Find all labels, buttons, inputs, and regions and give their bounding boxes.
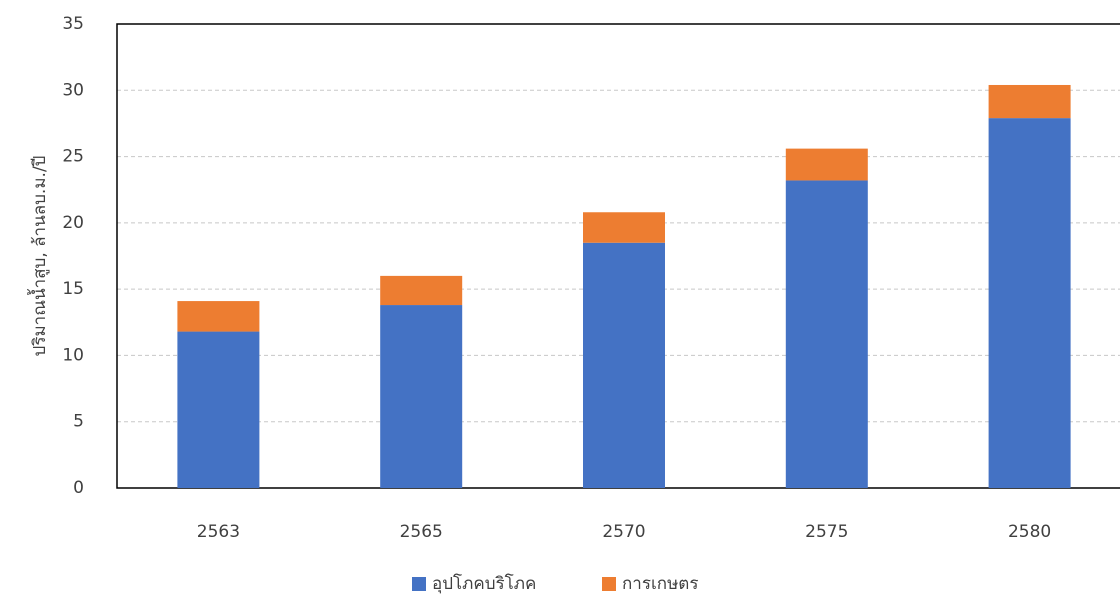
y-tick-label: 20 <box>62 213 84 233</box>
y-tick-label: 25 <box>62 147 84 167</box>
bar-segment <box>380 275 463 306</box>
x-tick-label: 2565 <box>400 522 443 542</box>
legend-swatch <box>412 577 426 591</box>
x-tick-label: 2575 <box>805 522 848 542</box>
x-tick-label: 2580 <box>1008 522 1051 542</box>
legend-swatch <box>602 577 616 591</box>
bar-segment <box>177 331 260 488</box>
bar-segment <box>988 118 1071 488</box>
bar-segment <box>380 305 463 488</box>
bar-segment <box>583 242 665 488</box>
y-tick-label: 30 <box>62 80 84 100</box>
y-tick-label: 5 <box>73 412 84 432</box>
bar-segment <box>177 301 260 332</box>
x-tick-label: 2570 <box>602 522 645 542</box>
y-axis-label: ปริมาณน้ำสูบ, ล้านลบ.ม./ปี <box>27 156 50 357</box>
legend-label: อุปโภคบริโภค <box>432 573 536 594</box>
bar-segment <box>988 84 1071 119</box>
y-tick-label: 15 <box>62 279 84 299</box>
legend-label: การเกษตร <box>622 574 698 594</box>
bar-segment <box>785 180 868 489</box>
y-tick-label: 35 <box>62 14 84 34</box>
bar-segment <box>583 212 665 243</box>
x-tick-label: 2563 <box>197 522 240 542</box>
y-tick-label: 0 <box>73 478 84 498</box>
bar-segment <box>785 148 868 181</box>
y-tick-label: 10 <box>62 345 84 365</box>
